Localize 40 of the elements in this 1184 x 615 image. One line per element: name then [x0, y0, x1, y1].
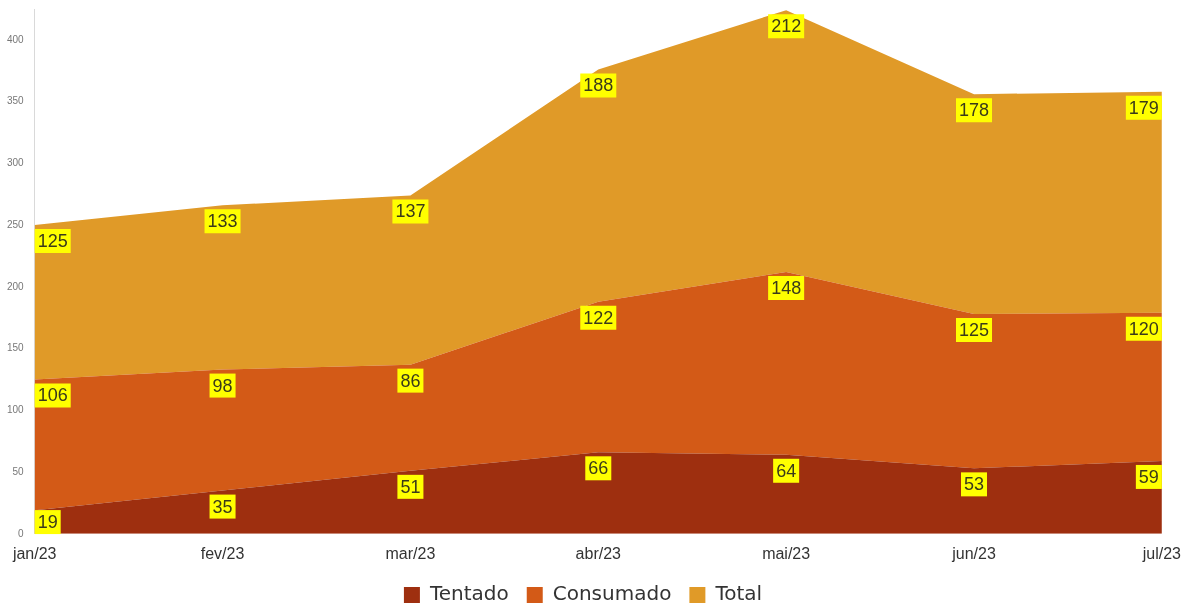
x-tick-label: jan/23 [11, 544, 57, 562]
x-tick-label: fev/23 [200, 544, 245, 562]
data-label: 35 [212, 496, 233, 517]
data-label: 64 [776, 460, 797, 481]
x-tick-label: mar/23 [385, 544, 436, 562]
data-label: 148 [771, 277, 802, 298]
data-label: 66 [588, 458, 609, 479]
data-label: 137 [395, 201, 426, 222]
data-label: 51 [400, 476, 421, 497]
y-tick-label: 50 [12, 465, 25, 477]
x-tick-label: abr/23 [575, 544, 622, 562]
data-label: 125 [958, 319, 990, 340]
y-tick-label: 400 [7, 33, 25, 45]
y-tick-label: 350 [7, 95, 25, 107]
data-label: 53 [963, 474, 985, 495]
legend-label: Tentado [428, 581, 509, 606]
data-label: 125 [37, 231, 68, 252]
y-tick-label: 0 [18, 527, 25, 539]
data-label: 106 [37, 385, 68, 406]
data-label: 122 [583, 307, 614, 328]
data-label: 19 [37, 512, 58, 533]
y-tick-label: 150 [7, 342, 25, 354]
data-label: 59 [1138, 466, 1159, 487]
y-tick-label: 100 [7, 404, 25, 416]
data-label: 98 [212, 375, 233, 396]
x-tick-label: jun/23 [951, 544, 996, 562]
legend-label: Total [714, 581, 763, 606]
data-label: 120 [1128, 318, 1159, 339]
data-label: 178 [958, 100, 990, 121]
y-tick-label: 300 [7, 157, 25, 169]
data-label: 86 [400, 370, 421, 391]
y-tick-label: 250 [7, 218, 25, 230]
legend-label: Consumado [552, 581, 672, 606]
data-label: 133 [207, 211, 238, 232]
data-label: 212 [771, 16, 802, 37]
x-tick-label: mai/23 [762, 544, 811, 562]
y-tick-label: 200 [7, 280, 25, 292]
data-label: 188 [583, 75, 614, 96]
data-label: 179 [1128, 97, 1159, 118]
x-tick-label: jul/23 [1141, 544, 1182, 562]
